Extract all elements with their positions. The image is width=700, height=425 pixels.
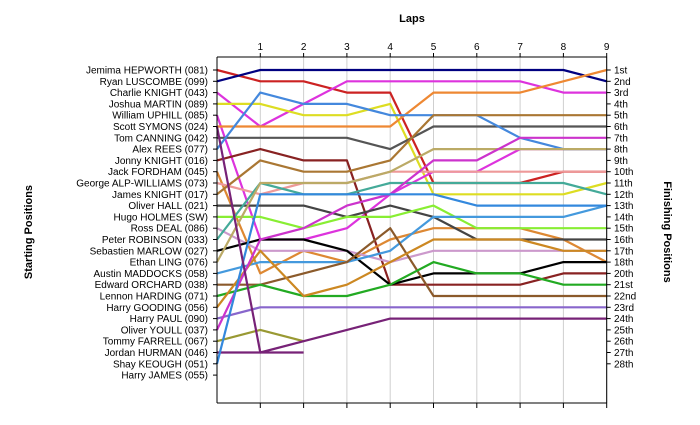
finishing-position-label: 3rd xyxy=(614,88,628,99)
finishing-position-label: 22nd xyxy=(614,292,636,303)
x-tick-label: 1 xyxy=(258,42,264,53)
finishing-position-label: 7th xyxy=(614,133,628,144)
x-axis-title: Laps xyxy=(399,13,425,25)
finishing-position-label: 11th xyxy=(614,179,633,190)
starting-position-label: Alex REES (077) xyxy=(132,145,208,156)
x-tick-label: 2 xyxy=(301,42,307,53)
starting-position-label: James KNIGHT (017) xyxy=(112,190,208,201)
grid xyxy=(259,57,608,403)
starting-position-label: Peter ROBINSON (033) xyxy=(102,235,208,246)
rider-line-27 xyxy=(215,193,607,365)
rider-line-6 xyxy=(217,68,607,128)
starting-position-label: Tommy FARRELL (067) xyxy=(103,337,208,348)
rider-line-23 xyxy=(216,306,607,320)
finishing-position-label: 17th xyxy=(614,246,633,257)
finishing-position-label: 12th xyxy=(614,190,633,201)
starting-position-label: Ross DEAL (086) xyxy=(131,224,208,235)
rider-line-19 xyxy=(216,204,607,275)
rider-line-22 xyxy=(216,238,607,308)
finishing-position-label: 10th xyxy=(614,167,633,178)
starting-position-label: Jonny KNIGHT (016) xyxy=(115,156,208,167)
finishing-position-label: 21st xyxy=(614,280,633,291)
x-tick-label: 5 xyxy=(431,42,437,53)
starting-position-label: Ryan LUSCOMBE (099) xyxy=(100,77,208,88)
starting-position-label: Sebastien MARLOW (027) xyxy=(90,246,208,257)
starting-position-label: William UPHILL (085) xyxy=(112,111,208,122)
starting-position-label: Harry GOODING (056) xyxy=(106,303,208,314)
starting-position-label: Edward ORCHARD (038) xyxy=(95,280,208,291)
x-tick-label: 9 xyxy=(604,42,610,53)
starting-position-label: Ethan LING (076) xyxy=(130,258,208,269)
finishing-position-label: 2nd xyxy=(614,77,631,88)
x-tick-label: 3 xyxy=(344,42,350,53)
rider-line-8 xyxy=(216,91,607,151)
rider-line-25 xyxy=(216,328,304,343)
x-tick-label: 8 xyxy=(561,42,567,53)
starting-position-label: Harry PAUL (090) xyxy=(130,314,208,325)
finishing-position-label: 26th xyxy=(614,337,633,348)
starting-position-label: Jack FORDHAM (045) xyxy=(108,167,208,178)
rider-line-17 xyxy=(216,238,607,286)
finishing-position-label: 13th xyxy=(614,201,633,212)
rider-line-15 xyxy=(216,227,607,264)
starting-position-label: Oliver YOULL (037) xyxy=(121,325,208,336)
finishing-position-label: 14th xyxy=(614,212,633,223)
finishing-position-label: 27th xyxy=(614,348,633,359)
finishing-position-label: 25th xyxy=(614,325,633,336)
right-axis-title: Finishing Positions xyxy=(661,181,673,282)
rider-line-14 xyxy=(217,204,607,230)
rider-line-18 xyxy=(216,148,607,263)
starting-position-label: Oliver HALL (021) xyxy=(128,201,208,212)
finishing-position-label: 15th xyxy=(614,224,633,235)
finishing-position-label: 23rd xyxy=(614,303,634,314)
left-axis-title: Starting Positions xyxy=(23,185,35,279)
starting-position-label: Shay KEOUGH (051) xyxy=(113,359,208,370)
finishing-position-label: 4th xyxy=(614,99,628,110)
rider-line-21 xyxy=(216,261,607,298)
rider-line-2 xyxy=(216,68,607,83)
series-lines xyxy=(215,68,608,365)
starting-position-label: Lennon HARDING (071) xyxy=(100,292,208,303)
starting-position-label: Joshua MARTIN (089) xyxy=(109,99,208,110)
finishing-position-label: 5th xyxy=(614,111,628,122)
starting-position-label: Jordan HURMAN (046) xyxy=(105,348,208,359)
rider-line-28 xyxy=(215,126,304,354)
rider-line-24 xyxy=(216,136,607,331)
x-tick-label: 6 xyxy=(474,42,480,53)
starting-position-label: George ALP-WILLIAMS (073) xyxy=(76,179,208,190)
finishing-position-label: 20th xyxy=(614,269,633,280)
rider-line-4 xyxy=(217,102,607,196)
starting-position-label: Harry JAMES (055) xyxy=(121,371,208,382)
starting-position-label: Charlie KNIGHT (043) xyxy=(110,88,208,99)
rider-line-12 xyxy=(216,114,607,196)
finishing-position-label: 9th xyxy=(614,156,628,167)
starting-position-label: Austin MADDOCKS (058) xyxy=(94,269,208,280)
finishing-position-label: 28th xyxy=(614,359,633,370)
axes xyxy=(213,53,611,408)
x-tick-label: 7 xyxy=(517,42,523,53)
finishing-position-label: 18th xyxy=(614,258,633,269)
rider-line-3 xyxy=(216,80,607,128)
finishing-position-label: 1st xyxy=(614,66,628,77)
labels: Laps Starting Positions Finishing Positi… xyxy=(23,13,673,382)
x-tick-label: 4 xyxy=(387,42,393,53)
starting-position-label: Scott SYMONS (024) xyxy=(113,122,208,133)
starting-position-label: Hugo HOLMES (SW) xyxy=(114,212,208,223)
finishing-position-label: 6th xyxy=(614,122,628,133)
finishing-position-label: 8th xyxy=(614,145,628,156)
finishing-position-label: 16th xyxy=(614,235,633,246)
finishing-position-label: 24th xyxy=(614,314,633,325)
rider-line-20 xyxy=(217,227,607,298)
rider-line-16 xyxy=(216,181,607,241)
starting-position-label: Jemima HEPWORTH (081) xyxy=(86,66,208,77)
rider-line-26 xyxy=(217,317,607,354)
starting-position-label: Tom CANNING (042) xyxy=(114,133,208,144)
